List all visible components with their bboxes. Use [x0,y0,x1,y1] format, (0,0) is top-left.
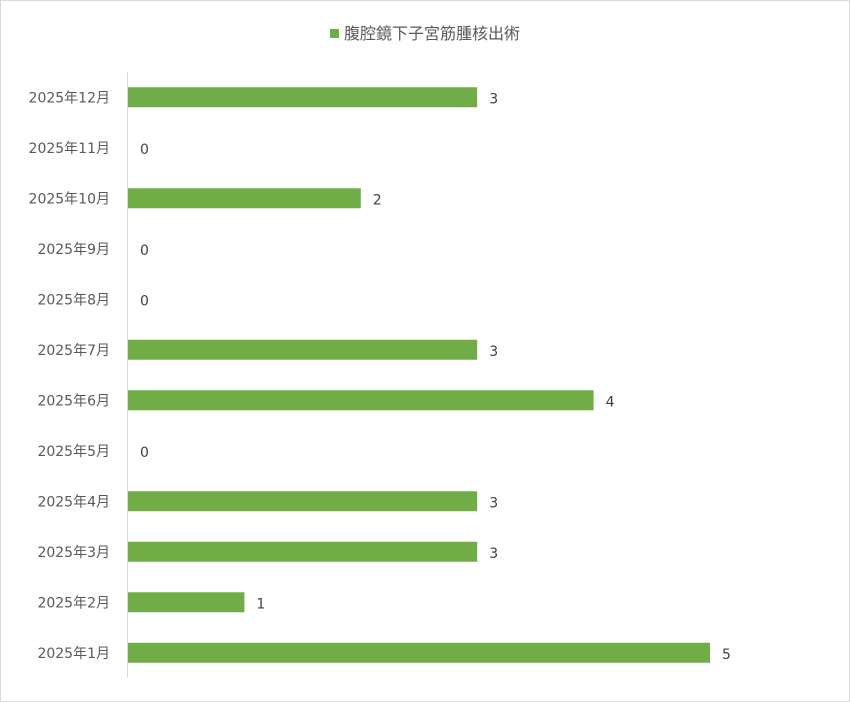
y-tick-label: 2025年5月 [37,444,110,460]
y-tick-label: 2025年2月 [37,595,110,611]
bar [128,592,245,613]
bar [128,491,478,512]
bar [128,390,594,411]
data-label: 1 [256,596,265,612]
data-label: 5 [722,647,731,663]
y-tick-label: 2025年1月 [37,646,110,662]
bar [128,87,478,108]
bar [128,642,710,663]
bar [128,541,478,562]
data-label: 3 [489,91,498,107]
data-label: 0 [140,243,149,259]
y-tick-label: 2025年11月 [29,141,110,157]
data-label: 0 [140,293,149,309]
y-tick-label: 2025年10月 [29,191,110,207]
y-tick-label: 2025年4月 [37,494,110,510]
y-tick-label: 2025年8月 [37,292,110,308]
y-tick-label: 2025年12月 [29,90,110,106]
data-label: 0 [140,445,149,461]
y-tick-label: 2025年6月 [37,393,110,409]
data-label: 4 [606,394,615,410]
legend-swatch [329,29,339,38]
data-label: 2 [373,192,382,208]
y-tick-label: 2025年9月 [37,242,110,258]
legend: 腹腔鏡下子宮筋腫核出術 [0,20,850,44]
data-label: 3 [489,344,498,360]
legend-label: 腹腔鏡下子宮筋腫核出術 [343,24,520,43]
bar [128,188,361,209]
bar [128,339,478,360]
data-label: 3 [489,495,498,511]
y-tick-label: 2025年7月 [37,343,110,359]
data-label: 0 [140,142,149,158]
y-tick-label: 2025年3月 [37,545,110,561]
data-label: 3 [489,546,498,562]
